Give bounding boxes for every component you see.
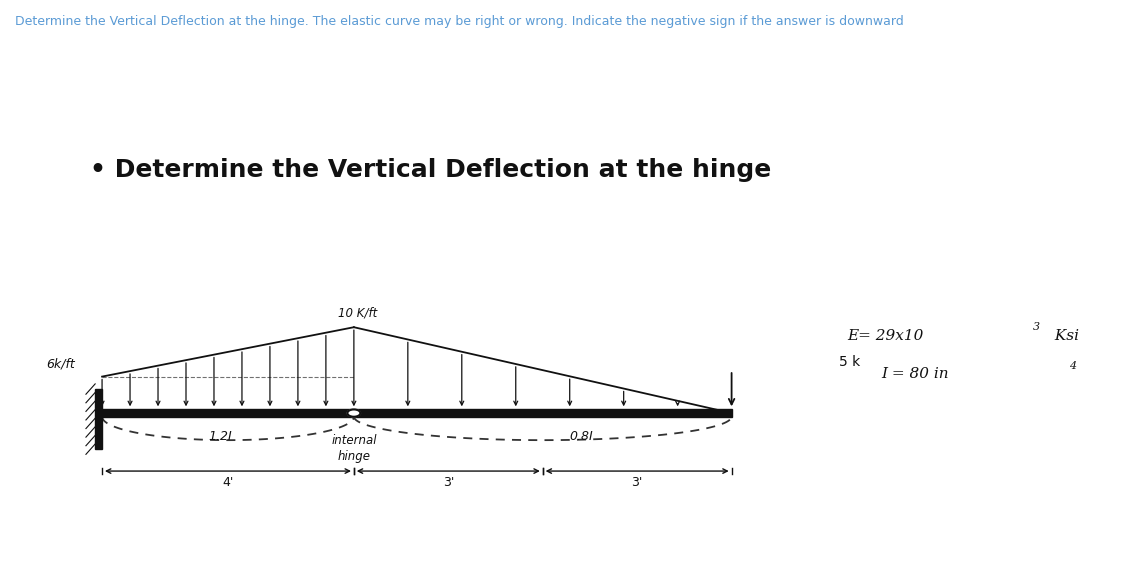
Text: 3: 3 <box>1033 322 1040 332</box>
Text: 10 K/ft: 10 K/ft <box>338 307 377 319</box>
Bar <box>102 409 732 417</box>
Text: 3': 3' <box>443 476 454 489</box>
Text: I = 80 in: I = 80 in <box>882 367 948 381</box>
Text: 5 k: 5 k <box>839 354 860 369</box>
Text: 4': 4' <box>222 476 234 489</box>
Text: 3': 3' <box>631 476 642 489</box>
Text: • Determine the Vertical Deflection at the hinge: • Determine the Vertical Deflection at t… <box>90 158 771 182</box>
Text: 6k/ft: 6k/ft <box>46 357 76 370</box>
Text: 0.8I: 0.8I <box>569 430 593 443</box>
Text: 4: 4 <box>1069 361 1077 371</box>
Circle shape <box>348 409 360 417</box>
Text: Ksi: Ksi <box>1050 329 1079 343</box>
Bar <box>95 389 102 449</box>
Text: internal
hinge: internal hinge <box>331 434 377 463</box>
Text: E= 29x10: E= 29x10 <box>847 329 924 343</box>
Text: Determine the Vertical Deflection at the hinge. The elastic curve may be right o: Determine the Vertical Deflection at the… <box>15 15 903 27</box>
Text: 1.2I: 1.2I <box>209 430 233 443</box>
